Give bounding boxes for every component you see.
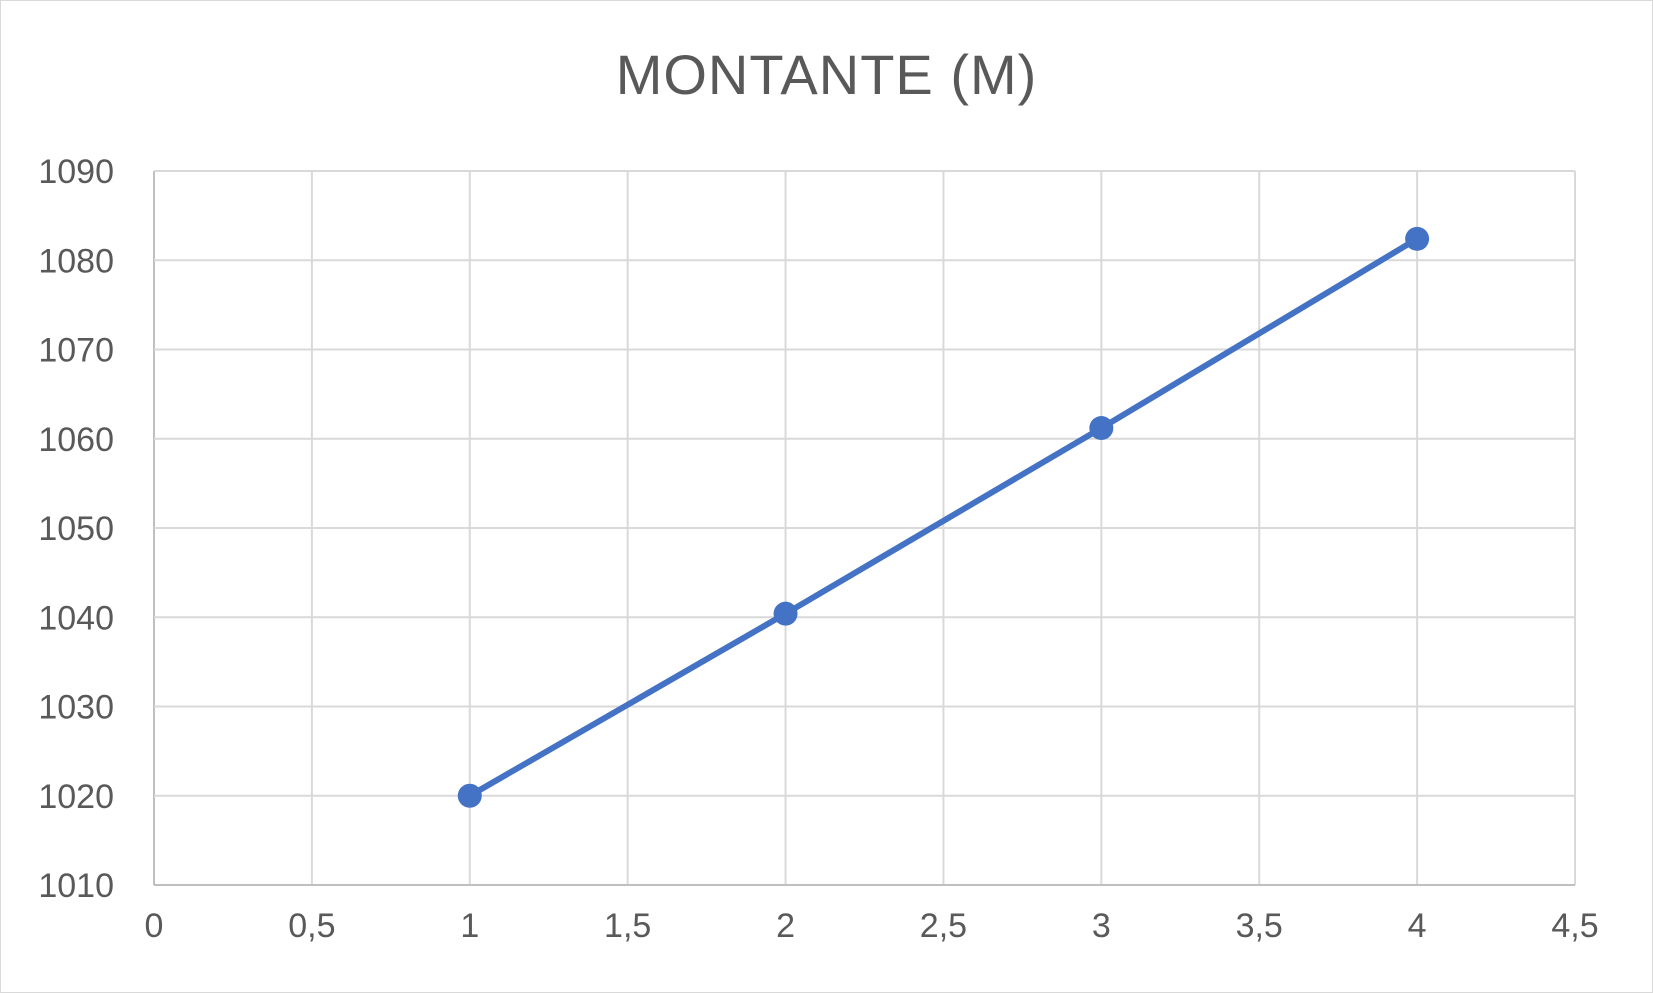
y-tick-label: 1060 (38, 421, 114, 459)
x-tick-label: 1,5 (604, 907, 651, 945)
data-series (457, 226, 1430, 808)
y-tick-label: 1050 (38, 510, 114, 548)
y-tick-label: 1080 (38, 242, 114, 280)
y-tick-label: 1040 (38, 599, 114, 637)
x-tick-label: 0 (145, 907, 164, 945)
x-tick-label: 2,5 (920, 907, 967, 945)
x-axis-tick-labels: 0 0,5 1 1,5 2 2,5 3 3,5 4 4,5 (145, 907, 1599, 945)
data-point (1089, 416, 1114, 441)
series-line (466, 235, 1421, 799)
x-tick-label: 0,5 (288, 907, 335, 945)
chart-title: MONTANTE (M) (615, 43, 1038, 106)
y-tick-label: 1090 (38, 153, 114, 191)
data-point (773, 601, 798, 626)
x-tick-label: 2 (776, 907, 795, 945)
y-tick-label: 1020 (38, 778, 114, 816)
y-tick-label: 1010 (38, 867, 114, 905)
data-point (1405, 226, 1430, 251)
x-tick-label: 3 (1092, 907, 1111, 945)
x-tick-label: 3,5 (1236, 907, 1283, 945)
y-axis-tick-labels: 1010 1020 1030 1040 1050 1060 1070 1080 1090 (38, 153, 114, 905)
x-tick-label: 4 (1408, 907, 1427, 945)
data-point (457, 783, 482, 808)
x-tick-label: 1 (460, 907, 479, 945)
y-tick-label: 1030 (38, 689, 114, 727)
y-tick-label: 1070 (38, 332, 114, 370)
x-tick-label: 4,5 (1551, 907, 1598, 945)
grid-lines (153, 170, 1576, 886)
